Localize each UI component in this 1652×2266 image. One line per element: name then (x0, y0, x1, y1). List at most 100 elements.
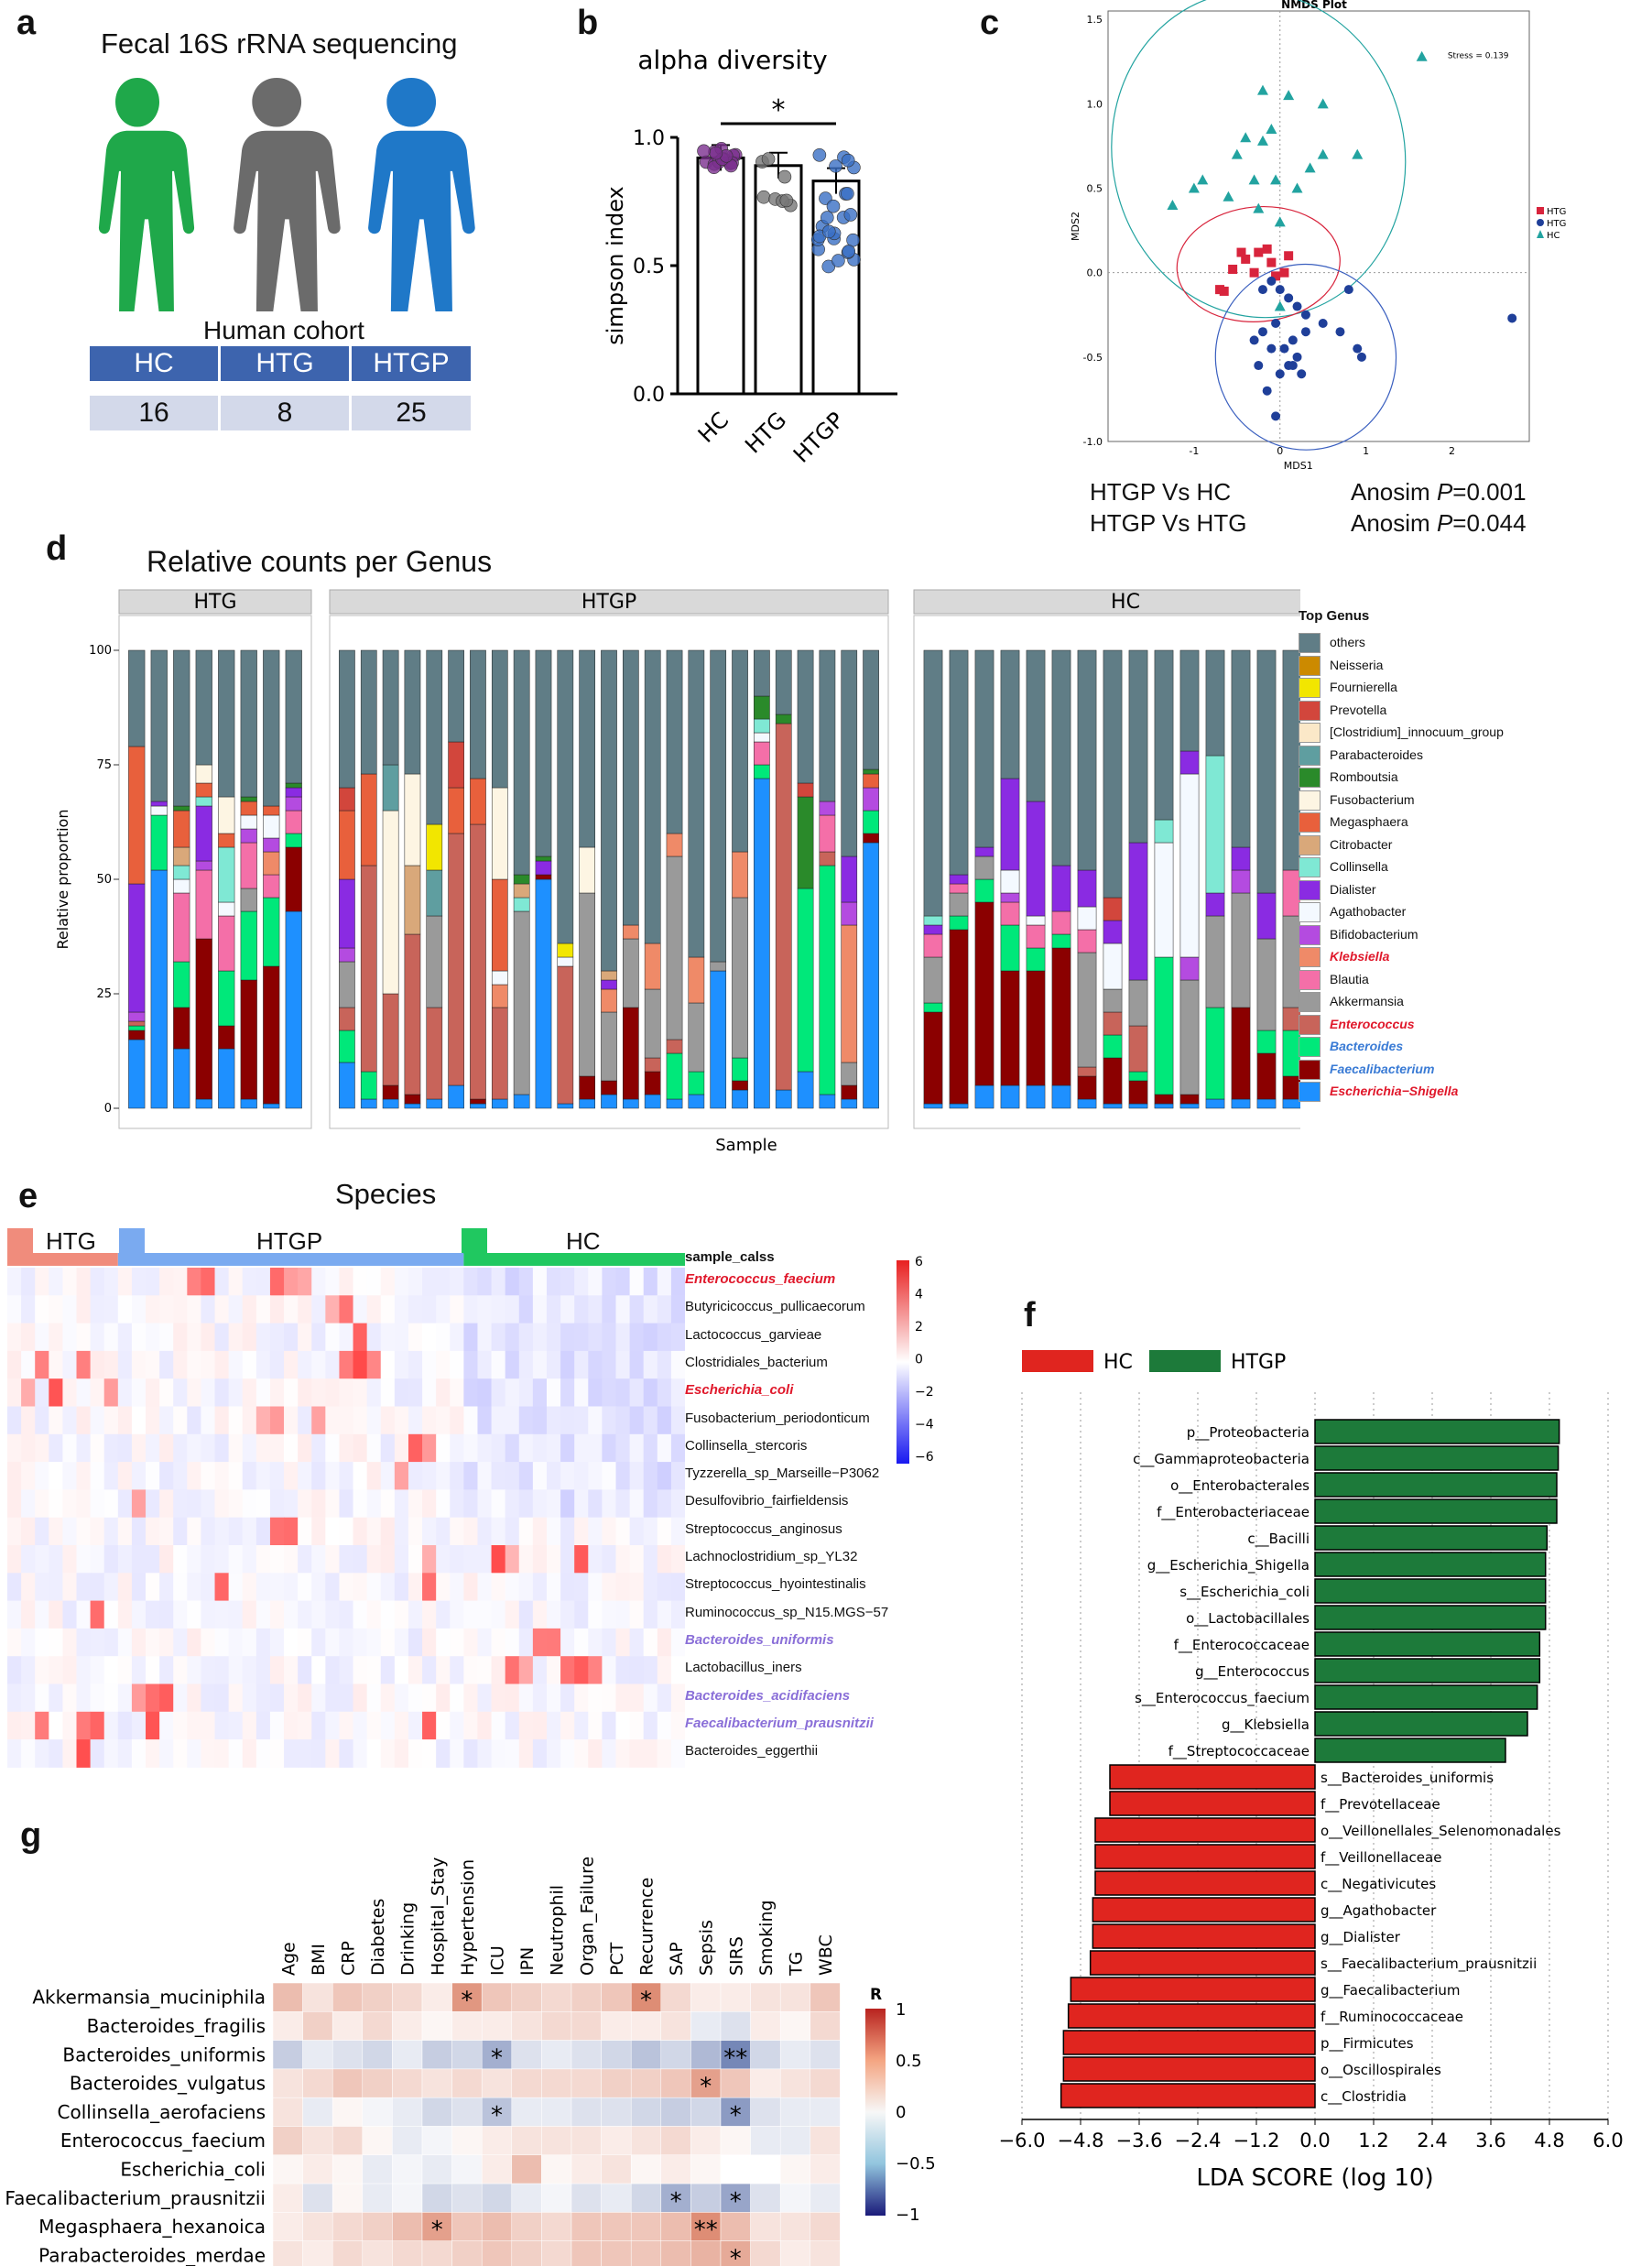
bar-segment-escherichia-shigella (195, 1098, 212, 1109)
heatmap-cell (657, 1545, 672, 1574)
heatmap-cell (284, 1517, 299, 1546)
point-htgp (1275, 285, 1285, 295)
heatmap-cell (574, 1378, 589, 1407)
legend-swatch (1299, 857, 1321, 877)
heatmap-cell (255, 1350, 271, 1379)
heatmap-cell (394, 1600, 409, 1629)
heatmap-cell (214, 1462, 230, 1490)
heatmap-cell (298, 1739, 312, 1768)
panel-label-f: f (1024, 1296, 1036, 1335)
heatmap-cell (491, 1323, 506, 1352)
heatmap-cell (131, 1433, 147, 1463)
colorbar-tick: 0.5 (896, 2052, 922, 2071)
heatmap-cell (463, 1517, 478, 1546)
heatmap-cell (602, 1406, 616, 1435)
bar-segment-klebsiella (623, 924, 639, 940)
heatmap-cell (7, 1433, 22, 1463)
heatmap-cell (643, 1739, 658, 1768)
point-hc (1188, 182, 1200, 193)
heatmap-cell (311, 1462, 326, 1490)
heatmap-cell (325, 1600, 340, 1629)
point-htgp (1288, 335, 1298, 345)
y-tick-label: -0.5 (1083, 352, 1103, 364)
htgp-group-label: HTGP (256, 1227, 323, 1255)
heatmap-cell (214, 1489, 230, 1519)
bar-segment-blautia (923, 933, 943, 958)
bar-segment-others (448, 649, 464, 743)
colorbar-rect (865, 2009, 886, 2216)
x-tick-label-htg: HTG (740, 407, 791, 458)
corr-cell (451, 2212, 483, 2241)
point-htgp (1275, 369, 1285, 379)
heatmap-cell (518, 1656, 534, 1684)
heatmap-cell (463, 1489, 478, 1519)
heatmap-cell (505, 1323, 520, 1352)
heatmap-cell (21, 1489, 36, 1519)
corr-cell (302, 2212, 333, 2241)
bar-segment-escherichia-shigella (448, 1084, 464, 1109)
bar-segment-romboutsia (863, 768, 879, 775)
heatmap-cell (353, 1268, 368, 1296)
bar-segment-others (1128, 649, 1148, 844)
bar-segment-others (195, 649, 212, 766)
corr-cell (451, 2068, 483, 2098)
bar-segment-blautia (1077, 929, 1097, 953)
corr-cell (571, 2097, 602, 2127)
heatmap-cell (353, 1545, 368, 1574)
corr-cell (272, 2040, 303, 2070)
data-point (756, 190, 771, 204)
heatmap-cell (201, 1433, 216, 1463)
bar-segment-faecalibacterium (1256, 1052, 1277, 1100)
corr-cell (630, 2040, 662, 2070)
heatmap-cell (408, 1406, 423, 1435)
bar-segment-faecalibacterium (382, 1084, 399, 1100)
heatmap-cell (588, 1711, 603, 1740)
species-label-clostridiales-bacterium: Clostridiales_bacterium (685, 1354, 828, 1370)
point-htgp (1257, 327, 1267, 337)
x-tick-label-hc: HC (693, 407, 734, 447)
bar-segment-others (579, 649, 595, 848)
corr-cell (720, 2126, 751, 2156)
heatmap-cell (505, 1739, 520, 1768)
species-label-bacteroides-acidifaciens: Bacteroides_acidifaciens (685, 1687, 851, 1704)
heatmap-cell (353, 1517, 368, 1546)
column-label-pct: PCT (607, 1942, 627, 1976)
point-htgp (1262, 386, 1272, 396)
heatmap-cell (228, 1545, 244, 1574)
bar-segment-akkermansia (732, 897, 748, 1059)
corr-cell (541, 2240, 572, 2266)
bar-segment-faecalibacterium (263, 965, 280, 1105)
bar-segment-fusobacterium (382, 810, 399, 995)
bar-segment-escherichia-shigella (841, 1098, 858, 1109)
bar-segment-escherichia-shigella (285, 910, 302, 1109)
heatmap-cell (477, 1350, 493, 1379)
bar-segment-akkermansia (601, 1011, 617, 1082)
data-point (697, 144, 711, 158)
heatmap-cell (242, 1378, 257, 1407)
bar-segment-blautia (1000, 901, 1020, 926)
corr-cell (302, 2011, 333, 2041)
heatmap-cell (366, 1656, 382, 1684)
bar-segment-escherichia-shigella (923, 1103, 943, 1109)
heatmap-cell (146, 1378, 160, 1407)
heatmap-cell (670, 1295, 685, 1324)
species-row-labels: sample_calss Enterococcus_faecium Butyrici… (685, 1249, 960, 1775)
heatmap-cell (560, 1683, 575, 1713)
heatmap-cell (298, 1517, 312, 1546)
corr-cell (302, 1982, 333, 2012)
corr-cell (690, 2011, 722, 2041)
bar-segment-faecalibacterium (841, 1084, 858, 1100)
heatmap-cell (7, 1378, 22, 1407)
lda-label-c-negativicutes: c__Negativicutes (1321, 1876, 1436, 1893)
bar-segment-agathobacter (557, 956, 574, 967)
corr-cell (272, 2126, 303, 2156)
bar-segment-dialister (1179, 750, 1200, 775)
heatmap-cell (325, 1656, 340, 1684)
ellipse-htgp (1214, 263, 1397, 451)
heatmap-cell (560, 1433, 575, 1463)
heatmap-cell (117, 1683, 133, 1713)
heatmap-cell (588, 1683, 603, 1713)
legend-label: Agathobacter (1330, 904, 1407, 919)
bar-segment-akkermansia (1231, 892, 1251, 1008)
heatmap-cell (173, 1711, 188, 1740)
